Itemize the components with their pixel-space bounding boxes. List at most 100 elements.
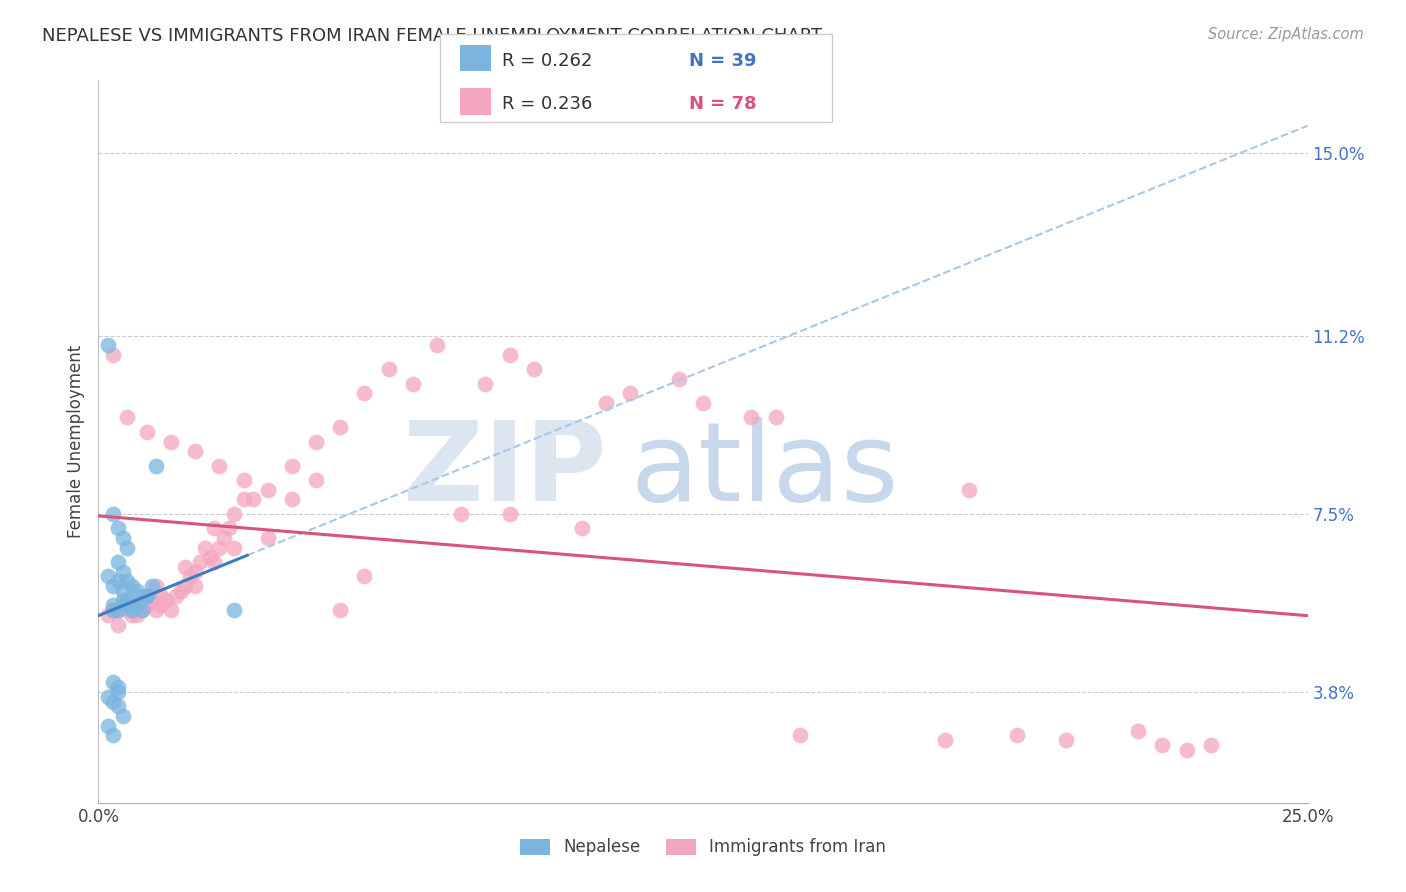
Point xyxy=(101,675,124,690)
Point xyxy=(198,550,221,565)
Point xyxy=(619,386,641,401)
Point xyxy=(450,507,472,521)
Point xyxy=(789,728,811,742)
Point xyxy=(474,376,496,391)
Point xyxy=(169,583,191,598)
Point xyxy=(353,569,375,583)
Point xyxy=(1175,743,1198,757)
Point xyxy=(402,376,425,391)
Point xyxy=(97,569,120,583)
Point xyxy=(145,458,167,473)
Point xyxy=(208,541,231,555)
Point xyxy=(740,410,762,425)
Point xyxy=(150,589,173,603)
Point xyxy=(222,507,245,521)
Point xyxy=(135,589,157,603)
Point xyxy=(155,593,177,607)
Y-axis label: Female Unemployment: Female Unemployment xyxy=(66,345,84,538)
Point xyxy=(353,386,375,401)
Point xyxy=(107,680,129,694)
Point xyxy=(212,531,235,545)
Point xyxy=(179,569,201,583)
Point xyxy=(107,521,129,535)
Point xyxy=(281,492,304,507)
Point xyxy=(101,695,124,709)
Point xyxy=(934,733,956,747)
Point xyxy=(218,521,240,535)
Point xyxy=(101,599,124,613)
Point xyxy=(117,599,139,613)
Point xyxy=(111,565,134,579)
Point xyxy=(329,420,352,434)
Point xyxy=(305,473,328,487)
Point xyxy=(281,458,304,473)
Legend: Nepalese, Immigrants from Iran: Nepalese, Immigrants from Iran xyxy=(513,831,893,863)
Point xyxy=(160,434,183,449)
Point xyxy=(145,603,167,617)
Point xyxy=(595,396,617,410)
Point xyxy=(127,599,149,613)
Point xyxy=(117,574,139,589)
Text: Source: ZipAtlas.com: Source: ZipAtlas.com xyxy=(1208,27,1364,42)
Point xyxy=(765,410,787,425)
Point xyxy=(1152,738,1174,752)
Point xyxy=(117,603,139,617)
Point xyxy=(107,603,129,617)
Point xyxy=(208,458,231,473)
Point xyxy=(111,531,134,545)
Point xyxy=(131,589,153,603)
Point xyxy=(668,372,690,386)
Point xyxy=(426,338,449,352)
Point xyxy=(111,709,134,723)
Point xyxy=(305,434,328,449)
Point xyxy=(101,579,124,593)
Point xyxy=(117,541,139,555)
Point xyxy=(1007,728,1029,742)
Point xyxy=(135,599,157,613)
Text: N = 78: N = 78 xyxy=(689,95,756,113)
Point xyxy=(101,348,124,362)
Text: ZIP: ZIP xyxy=(404,417,606,524)
Text: atlas: atlas xyxy=(630,417,898,524)
Point xyxy=(101,603,124,617)
Point xyxy=(117,410,139,425)
Point xyxy=(523,362,546,376)
Point xyxy=(165,589,187,603)
Point xyxy=(101,603,124,617)
Point xyxy=(97,719,120,733)
Point xyxy=(127,583,149,598)
Point xyxy=(107,685,129,699)
Point xyxy=(174,579,197,593)
Point xyxy=(97,690,120,704)
Point xyxy=(121,599,143,613)
Point xyxy=(377,362,399,376)
Point xyxy=(131,603,153,617)
Point xyxy=(131,603,153,617)
Point xyxy=(204,521,226,535)
Text: N = 39: N = 39 xyxy=(689,52,756,70)
Point xyxy=(692,396,714,410)
Point xyxy=(135,589,157,603)
Point xyxy=(957,483,980,497)
Point xyxy=(194,541,217,555)
Point xyxy=(111,583,134,598)
Point xyxy=(256,531,278,545)
Point xyxy=(232,492,254,507)
Point xyxy=(1128,723,1150,738)
Text: R = 0.262: R = 0.262 xyxy=(502,52,592,70)
Point xyxy=(117,593,139,607)
Point xyxy=(97,607,120,622)
Point xyxy=(174,559,197,574)
Point xyxy=(232,473,254,487)
Point xyxy=(127,607,149,622)
Point xyxy=(111,599,134,613)
Point xyxy=(107,617,129,632)
Point xyxy=(107,603,129,617)
Point xyxy=(498,507,520,521)
Point xyxy=(107,555,129,569)
Point xyxy=(150,599,173,613)
Point xyxy=(135,425,157,439)
Point xyxy=(107,699,129,714)
Point xyxy=(204,555,226,569)
Point xyxy=(111,593,134,607)
